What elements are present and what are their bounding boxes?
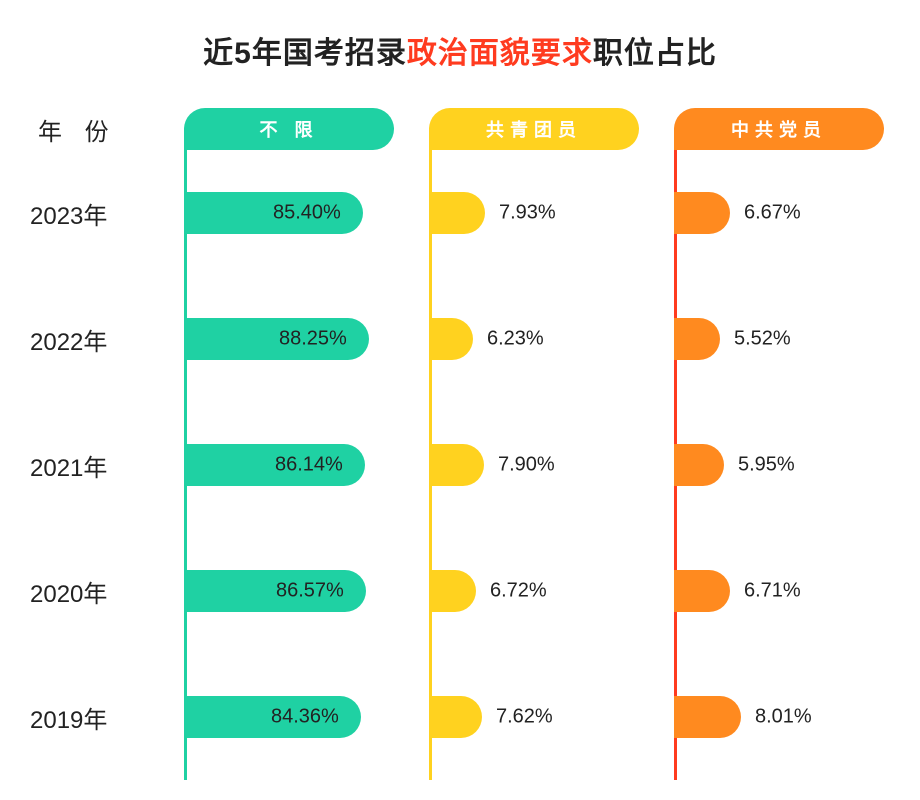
bar	[674, 192, 730, 234]
title-part3: 职位占比	[593, 37, 717, 70]
bar-cell: 5.52%	[674, 276, 919, 402]
bar	[429, 318, 473, 360]
bar	[429, 570, 476, 612]
bar-cell: 6.67%	[674, 150, 919, 276]
bar-cell: 88.25%	[184, 276, 429, 402]
bar-value-label: 8.01%	[755, 706, 812, 729]
column-header-pill: 共青团员	[429, 108, 639, 150]
chart-grid: 年 份不 限共青团员中共党员 2023年 85.40% 7.93% 6.67% 2022年…	[24, 108, 896, 780]
year-cell: 2020年	[24, 528, 184, 654]
bar	[674, 570, 730, 612]
bar-cell: 7.90%	[429, 402, 674, 528]
bar-value-label: 5.52%	[734, 328, 791, 351]
bar-cell: 86.14%	[184, 402, 429, 528]
bar	[674, 444, 724, 486]
bar-cell: 86.57%	[184, 528, 429, 654]
bar-value-label: 88.25%	[279, 328, 347, 351]
column-header: 不 限	[184, 108, 429, 150]
bar-value-label: 6.23%	[487, 328, 544, 351]
bar-value-label: 7.93%	[499, 202, 556, 225]
bar-value-label: 7.90%	[498, 454, 555, 477]
bar-cell: 85.40%	[184, 150, 429, 276]
column-header: 共青团员	[429, 108, 674, 150]
title-part1: 近5年国考招录	[203, 37, 407, 70]
bar-cell: 7.93%	[429, 150, 674, 276]
column-header-pill: 中共党员	[674, 108, 884, 150]
bar-cell: 7.62%	[429, 654, 674, 780]
bar-cell: 84.36%	[184, 654, 429, 780]
bar	[429, 444, 484, 486]
chart-title: 近5年国考招录政治面貌要求职位占比	[24, 28, 896, 72]
bar-value-label: 7.62%	[496, 706, 553, 729]
bar-value-label: 86.14%	[275, 454, 343, 477]
bar-value-label: 6.71%	[744, 580, 801, 603]
column-header: 中共党员	[674, 108, 919, 150]
bar-value-label: 6.72%	[490, 580, 547, 603]
bar	[429, 696, 482, 738]
title-part2: 政治面貌要求	[407, 37, 593, 70]
bar-cell: 5.95%	[674, 402, 919, 528]
column-header-pill: 不 限	[184, 108, 394, 150]
bar	[674, 318, 720, 360]
year-header: 年 份	[24, 108, 184, 150]
year-cell: 2023年	[24, 150, 184, 276]
bar-value-label: 85.40%	[273, 202, 341, 225]
bar-cell: 6.72%	[429, 528, 674, 654]
bar-value-label: 6.67%	[744, 202, 801, 225]
year-cell: 2019年	[24, 654, 184, 780]
bar-value-label: 86.57%	[276, 580, 344, 603]
bar-cell: 6.71%	[674, 528, 919, 654]
bar	[674, 696, 741, 738]
bar-cell: 6.23%	[429, 276, 674, 402]
bar	[429, 192, 485, 234]
chart-container: 近5年国考招录政治面貌要求职位占比 年 份不 限共青团员中共党员 2023年 85.…	[0, 0, 920, 800]
year-cell: 2021年	[24, 402, 184, 528]
bar-cell: 8.01%	[674, 654, 919, 780]
bar-value-label: 5.95%	[738, 454, 795, 477]
year-cell: 2022年	[24, 276, 184, 402]
bar-value-label: 84.36%	[271, 706, 339, 729]
